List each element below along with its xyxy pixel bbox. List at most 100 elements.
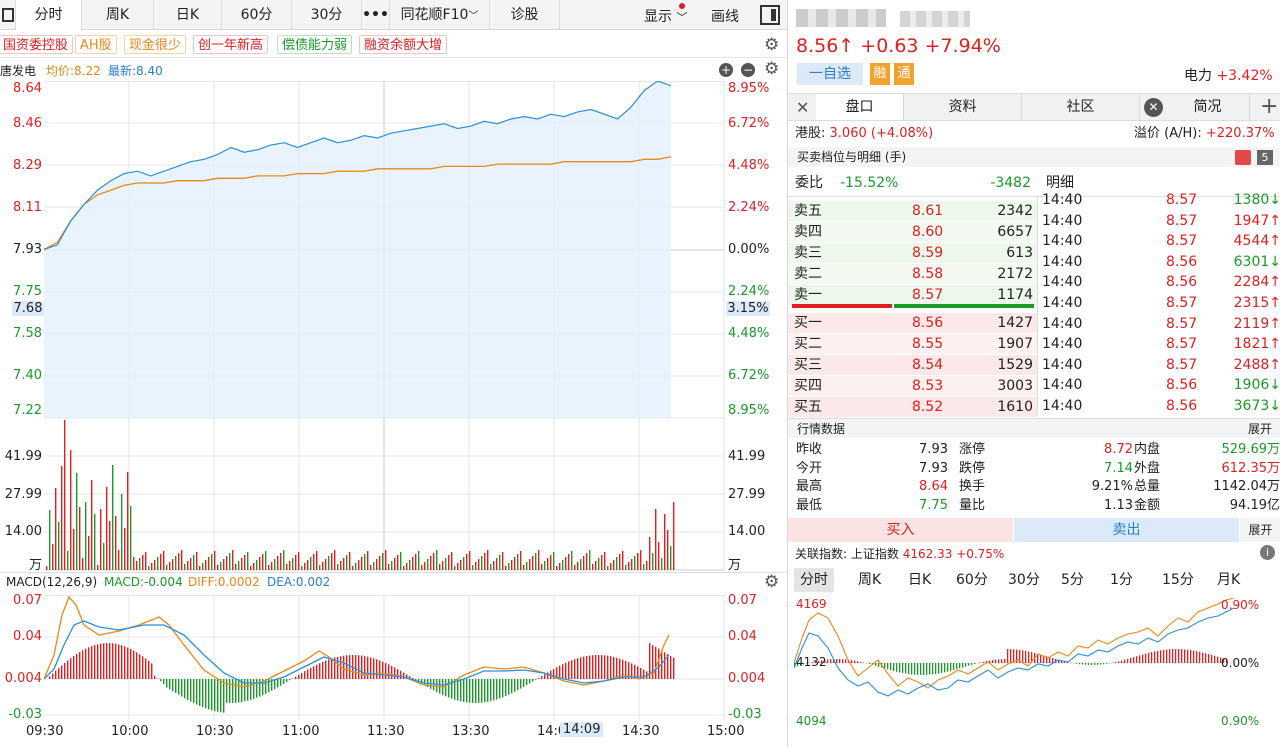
ask-volume: 613 <box>1006 245 1033 261</box>
tab-profile[interactable]: 资料 <box>904 94 1022 120</box>
tag-item[interactable]: 偿债能力弱 <box>277 35 353 54</box>
tab-30min[interactable]: 30分 <box>292 0 362 30</box>
tab-community[interactable]: 社区 <box>1022 94 1140 120</box>
bid-label: 买二 <box>794 336 822 352</box>
add-tab-icon[interactable]: + <box>1260 94 1279 119</box>
blurred-stock-name <box>796 9 886 27</box>
buy-strength-bar <box>894 304 1034 308</box>
ask-row-bg[interactable] <box>788 264 1037 284</box>
macd-bar <box>487 679 489 702</box>
tag-item[interactable]: AH股 <box>75 35 117 54</box>
volume-bar <box>670 546 672 570</box>
index-chart[interactable] <box>794 598 1239 747</box>
tag-item[interactable]: 国资委控股 <box>0 35 74 54</box>
expand-button[interactable]: 展开 <box>1248 422 1273 436</box>
index-bar <box>962 663 964 668</box>
index-tab[interactable]: 月K <box>1217 572 1241 588</box>
calculator-icon[interactable] <box>1235 150 1251 165</box>
tab-daily-k[interactable]: 日K <box>154 0 222 30</box>
index-bar <box>875 663 877 666</box>
ask-row-bg[interactable] <box>788 285 1037 305</box>
index-bar <box>830 659 832 663</box>
f10-dropdown[interactable]: 同花顺F10﹀ <box>390 0 490 30</box>
macd-bar <box>205 679 207 709</box>
gear-icon[interactable]: ⚙ <box>764 59 780 79</box>
close-icon[interactable]: ✕ <box>1144 98 1163 117</box>
index-tab[interactable]: 1分 <box>1110 572 1133 588</box>
bid-row-bg[interactable] <box>788 334 1037 354</box>
volume-bar <box>103 543 105 570</box>
volume-bar <box>67 551 69 570</box>
tab-weekly-k[interactable]: 周K <box>82 0 154 30</box>
volume-bar <box>184 564 186 570</box>
related-index[interactable]: 关联指数: 上证指数 4162.33 +0.75% <box>795 545 1004 562</box>
index-tab[interactable]: 日K <box>908 572 932 588</box>
display-label: 显示 <box>644 9 672 25</box>
tab-intraday[interactable]: 分时 <box>16 0 82 30</box>
bid-row-bg[interactable] <box>788 397 1037 417</box>
macd-chart[interactable] <box>44 595 725 721</box>
tab-order-book[interactable]: 盘口 <box>816 94 904 120</box>
volume-bar <box>256 560 258 570</box>
bid-row-bg[interactable] <box>788 376 1037 396</box>
ask-row-bg[interactable] <box>788 222 1037 242</box>
sell-button[interactable]: 卖出 <box>1014 518 1239 542</box>
sidebar-toggle-icon[interactable] <box>0 0 16 30</box>
cursor-pct-label: 3.15% <box>726 301 770 316</box>
display-dropdown[interactable]: 显示 ﹀ <box>644 6 687 26</box>
ask-row-bg[interactable] <box>788 243 1037 263</box>
volume-bar <box>625 565 627 570</box>
tag-item[interactable]: 融资余额大增 <box>359 35 448 54</box>
panel-toggle-icon[interactable] <box>760 5 780 25</box>
info-icon[interactable]: i <box>1260 545 1275 560</box>
volume-bar <box>253 563 255 570</box>
index-bar <box>1121 660 1123 663</box>
macd-bar <box>268 679 270 693</box>
index-tab[interactable]: 周K <box>858 572 882 588</box>
intraday-chart[interactable] <box>44 81 725 571</box>
volume-bar <box>406 563 408 570</box>
macd-bar <box>223 679 225 713</box>
index-tab[interactable]: 30分 <box>1008 572 1040 588</box>
index-tab[interactable]: 15分 <box>1162 572 1194 588</box>
zoom-in-icon[interactable]: + <box>719 63 733 77</box>
draw-button[interactable]: 画线 <box>711 9 739 25</box>
ah-premium: 溢价 (A/H): +220.37% <box>1134 124 1275 144</box>
index-tab[interactable]: 分时 <box>794 568 834 592</box>
index-bar <box>836 659 838 663</box>
gear-icon[interactable]: ⚙ <box>764 35 780 55</box>
concept-tags: 国资委控股 AH股 现金很少 创一年新高 偿债能力弱 融资余额大增 ⚙ <box>0 31 787 58</box>
quote-label: 金额 <box>1134 497 1161 513</box>
bid-row-bg[interactable] <box>788 313 1037 333</box>
index-bar <box>989 660 991 663</box>
volume-bar <box>187 561 189 570</box>
trade-price: 8.56 <box>1166 398 1198 414</box>
zoom-out-icon[interactable]: − <box>741 63 755 77</box>
buy-button[interactable]: 买入 <box>788 518 1013 542</box>
diagnose-button[interactable]: 诊股 <box>490 0 560 30</box>
volume-bar <box>604 552 606 570</box>
tab-60min[interactable]: 60分 <box>222 0 292 30</box>
volume-bar <box>610 563 612 570</box>
tag-item[interactable]: 现金很少 <box>124 35 187 54</box>
sector-info[interactable]: 电力 +3.42% <box>1184 65 1273 85</box>
macd-bar <box>289 679 291 681</box>
macd-bar <box>91 646 93 679</box>
close-icon[interactable]: ✕ <box>796 98 810 117</box>
index-bar <box>929 663 931 675</box>
gear-icon[interactable]: ⚙ <box>764 572 780 592</box>
level-badge[interactable]: 5 <box>1257 150 1273 165</box>
macd-bar <box>73 656 75 679</box>
index-bar <box>1217 656 1219 663</box>
tag-item[interactable]: 创一年新高 <box>193 35 269 54</box>
tab-summary[interactable]: 简况 <box>1166 94 1250 120</box>
expand-button[interactable]: 展开 <box>1240 518 1280 542</box>
ask-row-bg[interactable] <box>788 201 1037 221</box>
bid-row-bg[interactable] <box>788 355 1037 375</box>
add-favorite-button[interactable]: 一自选 <box>797 63 863 85</box>
more-menu-button[interactable]: ••• <box>362 0 390 30</box>
index-tab[interactable]: 5分 <box>1061 572 1084 588</box>
volume-bar <box>526 562 528 570</box>
index-bar <box>1190 650 1192 663</box>
index-tab[interactable]: 60分 <box>956 572 988 588</box>
